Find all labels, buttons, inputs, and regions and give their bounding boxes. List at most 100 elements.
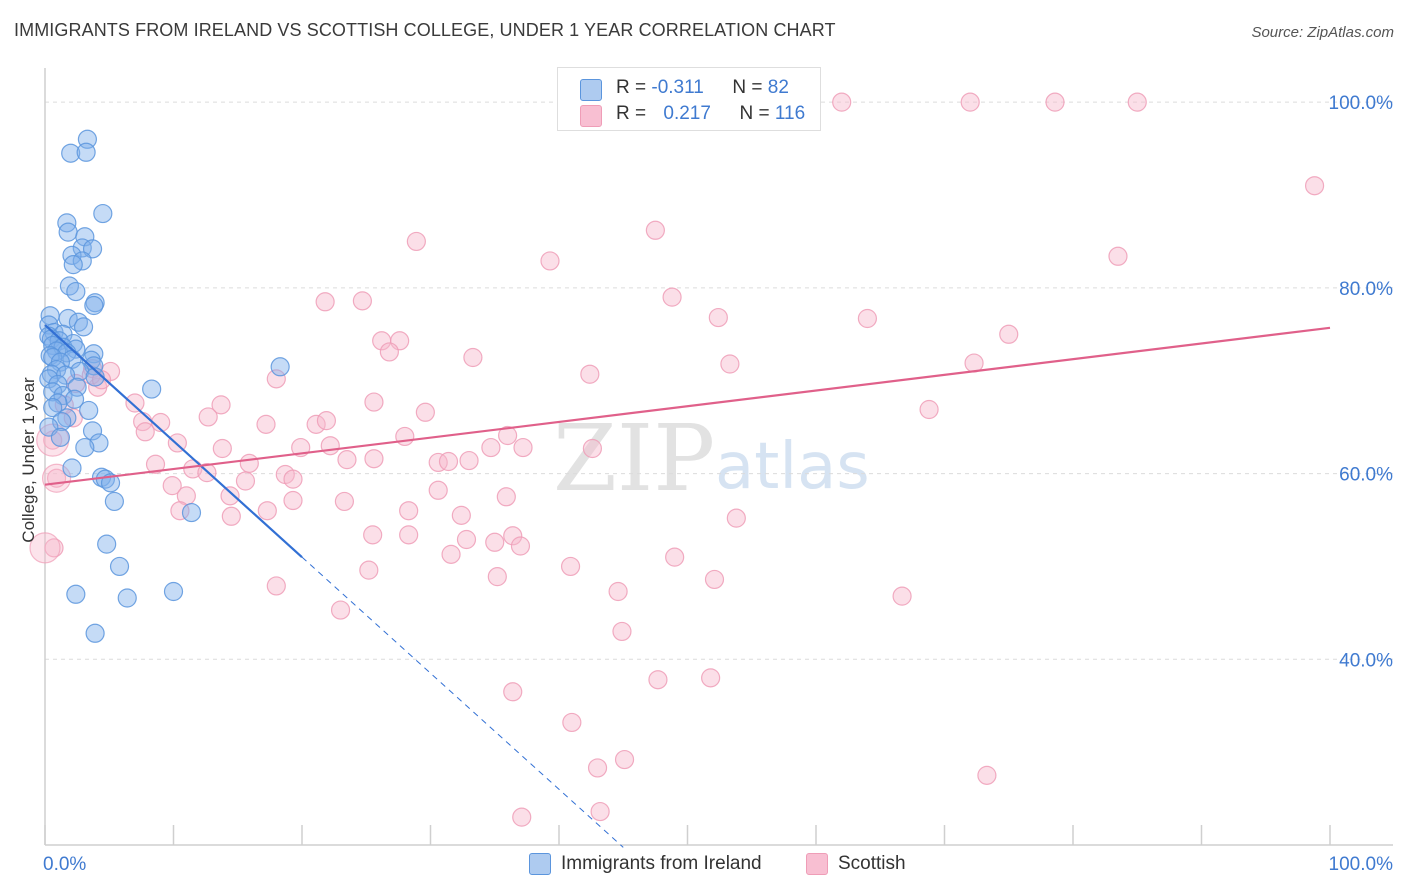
ireland-point	[61, 143, 81, 163]
ireland-point	[84, 295, 104, 316]
ireland-trend-line	[44, 324, 303, 558]
scottish-point	[708, 307, 728, 328]
scottish-point	[540, 251, 560, 271]
scottish-point	[315, 292, 335, 312]
ireland-point	[97, 534, 117, 554]
scottish-point	[919, 399, 939, 420]
bottom-legend-swatch-scottish	[806, 853, 828, 875]
scottish-point	[415, 402, 435, 422]
scottish-point	[645, 220, 665, 240]
scottish-point	[359, 560, 379, 580]
scottish-point	[503, 682, 523, 702]
ireland-point	[63, 255, 83, 275]
legend-r-value: -0.311	[651, 77, 704, 98]
scottish-point	[239, 453, 259, 473]
ireland-point	[270, 357, 290, 377]
y-tick-label: 40.0%	[1339, 650, 1393, 671]
scottish-point	[212, 438, 232, 459]
scottish-point	[235, 471, 256, 491]
source-label: Source: ZipAtlas.com	[1251, 24, 1394, 41]
scottish-point	[221, 506, 241, 526]
scottish-point	[364, 449, 384, 469]
watermark-zip: ZIP	[553, 405, 715, 512]
ireland-point	[82, 421, 103, 441]
ireland-point	[66, 281, 86, 302]
scottish-point	[560, 556, 581, 577]
scottish-point	[337, 450, 357, 470]
scottish-point	[320, 436, 340, 456]
ireland-point	[73, 317, 94, 337]
scottish-point	[485, 532, 505, 552]
scottish-point	[498, 425, 518, 446]
legend-r-label: R =	[616, 103, 652, 124]
ireland-trend-extension	[301, 556, 624, 848]
scottish-point	[198, 407, 218, 427]
scottish-point	[334, 491, 355, 512]
scottish-point	[283, 469, 303, 489]
scottish-point	[562, 712, 582, 733]
scottish-point	[352, 291, 372, 311]
ireland-point	[163, 581, 184, 602]
scottish-point	[1304, 176, 1325, 196]
bottom-legend-swatch-ireland	[529, 853, 551, 875]
scottish-point	[665, 547, 685, 567]
ireland-point	[67, 377, 87, 397]
scottish-point	[145, 454, 166, 474]
scottish-point	[612, 621, 632, 642]
y-tick-label: 80.0%	[1339, 279, 1393, 300]
ireland-point	[76, 142, 96, 162]
ireland-point	[75, 227, 95, 247]
scottish-point	[832, 92, 852, 112]
scottish-point	[1045, 92, 1065, 112]
scottish-point	[590, 801, 610, 822]
scottish-point	[977, 765, 997, 785]
scottish-point	[220, 486, 240, 506]
ireland-point	[72, 238, 92, 258]
scottish-point	[513, 437, 533, 458]
scottish-point	[306, 414, 326, 434]
scottish-point	[266, 369, 286, 389]
scottish-point	[496, 487, 516, 507]
legend-r-value: 0.217	[663, 103, 711, 124]
series-immigrants-from-ireland	[39, 129, 290, 643]
y-tick-labels: 40.0% 60.0% 80.0% 100.0%	[1329, 93, 1394, 671]
trend-lines	[44, 324, 1331, 848]
y-tick-label: 100.0%	[1329, 93, 1394, 114]
ireland-point	[43, 398, 63, 418]
ireland-point	[62, 458, 82, 478]
ireland-point	[43, 382, 63, 402]
scottish-point-large	[29, 532, 61, 564]
scottish-point	[580, 364, 600, 384]
scottish-point	[857, 308, 878, 329]
scottish-point	[512, 807, 532, 827]
ireland-point	[66, 584, 86, 604]
scottish-point	[960, 92, 980, 112]
axes	[44, 68, 1393, 846]
x-tick-label: 0.0%	[43, 854, 86, 875]
ireland-point	[79, 400, 99, 421]
y-axis-label: College, Under 1 year	[19, 377, 38, 543]
scottish-point	[1127, 92, 1147, 112]
scottish-point	[441, 544, 461, 564]
scottish-point	[330, 600, 351, 620]
bottom-legend-label-scottish: Scottish	[838, 853, 906, 874]
scottish-point	[582, 438, 603, 459]
scottish-point	[364, 392, 384, 412]
scottish-point	[428, 480, 448, 500]
scottish-point	[510, 536, 531, 556]
x-tick-label: 100.0%	[1329, 854, 1394, 875]
scottish-point	[438, 451, 459, 472]
scottish-point	[701, 668, 721, 688]
scottish-point	[456, 529, 477, 550]
y-tick-label: 60.0%	[1339, 465, 1393, 486]
legend-swatch-ireland	[580, 79, 602, 101]
scottish-point	[1108, 246, 1128, 266]
scottish-point	[503, 526, 523, 546]
legend-n-value: 116	[774, 103, 806, 124]
ireland-point	[181, 502, 202, 523]
scottish-point	[162, 476, 182, 496]
scottish-point	[399, 501, 419, 521]
scottish-point	[125, 393, 145, 413]
ireland-point	[89, 433, 109, 453]
